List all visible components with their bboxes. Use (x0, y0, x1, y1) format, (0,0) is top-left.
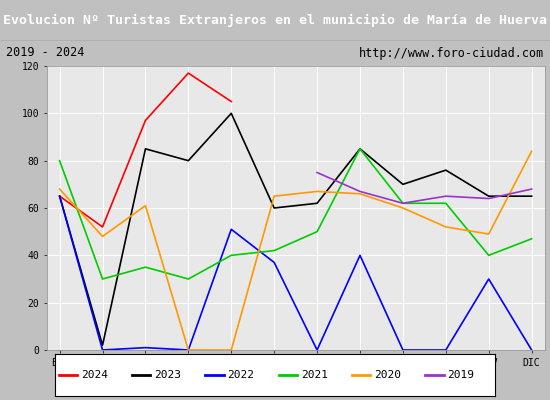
Text: 2024: 2024 (81, 370, 108, 380)
Text: 2021: 2021 (301, 370, 328, 380)
Text: 2022: 2022 (227, 370, 254, 380)
Text: Evolucion Nº Turistas Extranjeros en el municipio de María de Huerva: Evolucion Nº Turistas Extranjeros en el … (3, 14, 547, 26)
Text: 2020: 2020 (374, 370, 401, 380)
Text: http://www.foro-ciudad.com: http://www.foro-ciudad.com (359, 46, 544, 60)
Text: 2023: 2023 (154, 370, 181, 380)
Text: 2019: 2019 (447, 370, 474, 380)
Text: 2019 - 2024: 2019 - 2024 (6, 46, 84, 60)
